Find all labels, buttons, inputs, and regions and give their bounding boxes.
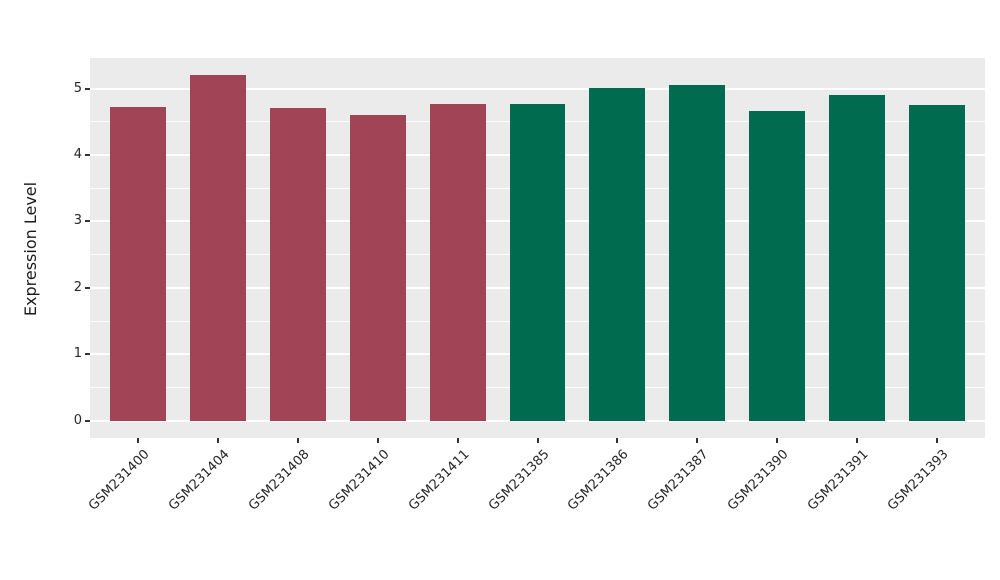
x-tick-mark (216, 438, 219, 443)
bar-GSM231390 (749, 111, 806, 421)
y-tick-label: 3 (73, 213, 82, 229)
y-axis-label: Expression Level (21, 181, 40, 317)
x-tick-mark (936, 438, 939, 443)
gridline-major (90, 419, 985, 422)
bar-GSM231410 (349, 115, 406, 421)
bar-GSM231385 (509, 103, 566, 421)
y-tick-label: 1 (73, 346, 82, 362)
bar-GSM231386 (589, 87, 646, 421)
x-tick-mark (376, 438, 379, 443)
bar-GSM231408 (269, 108, 326, 421)
x-tick-mark (536, 438, 539, 443)
bar-GSM231411 (429, 103, 486, 421)
y-tick-mark (85, 153, 90, 156)
bar-GSM231391 (829, 95, 886, 421)
bar-GSM231404 (189, 75, 246, 421)
y-tick-label: 2 (73, 279, 82, 295)
x-tick-label-GSM231404: GSM231404 (165, 447, 233, 514)
x-tick-mark (616, 438, 619, 443)
x-tick-mark (696, 438, 699, 443)
y-tick-mark (85, 419, 90, 422)
x-tick-label-GSM231387: GSM231387 (645, 447, 712, 514)
x-tick-label-GSM231385: GSM231385 (485, 447, 553, 514)
y-tick-mark (85, 220, 90, 223)
x-tick-mark (136, 438, 139, 443)
x-tick-label-GSM231411: GSM231411 (405, 447, 473, 514)
y-tick-mark (85, 353, 90, 356)
y-tick-mark (85, 87, 90, 90)
y-tick-label: 5 (73, 80, 82, 96)
x-tick-label-GSM231393: GSM231393 (885, 447, 952, 514)
x-tick-label-GSM231410: GSM231410 (325, 447, 393, 514)
plot-panel (90, 58, 985, 438)
x-tick-mark (856, 438, 859, 443)
gridline-major (90, 87, 985, 90)
bar-GSM231400 (109, 107, 166, 421)
x-tick-label-GSM231390: GSM231390 (725, 447, 792, 514)
bar-GSM231393 (909, 105, 966, 421)
x-tick-mark (456, 438, 459, 443)
x-tick-mark (296, 438, 299, 443)
x-tick-label-GSM231386: GSM231386 (565, 447, 633, 514)
y-tick-label: 0 (73, 412, 82, 428)
x-tick-mark (776, 438, 779, 443)
bar-GSM231387 (669, 85, 726, 421)
x-tick-label-GSM231391: GSM231391 (805, 447, 872, 514)
x-tick-label-GSM231400: GSM231400 (85, 447, 153, 514)
x-tick-label-GSM231408: GSM231408 (245, 447, 313, 514)
y-tick-label: 4 (73, 146, 82, 162)
y-tick-mark (85, 286, 90, 289)
